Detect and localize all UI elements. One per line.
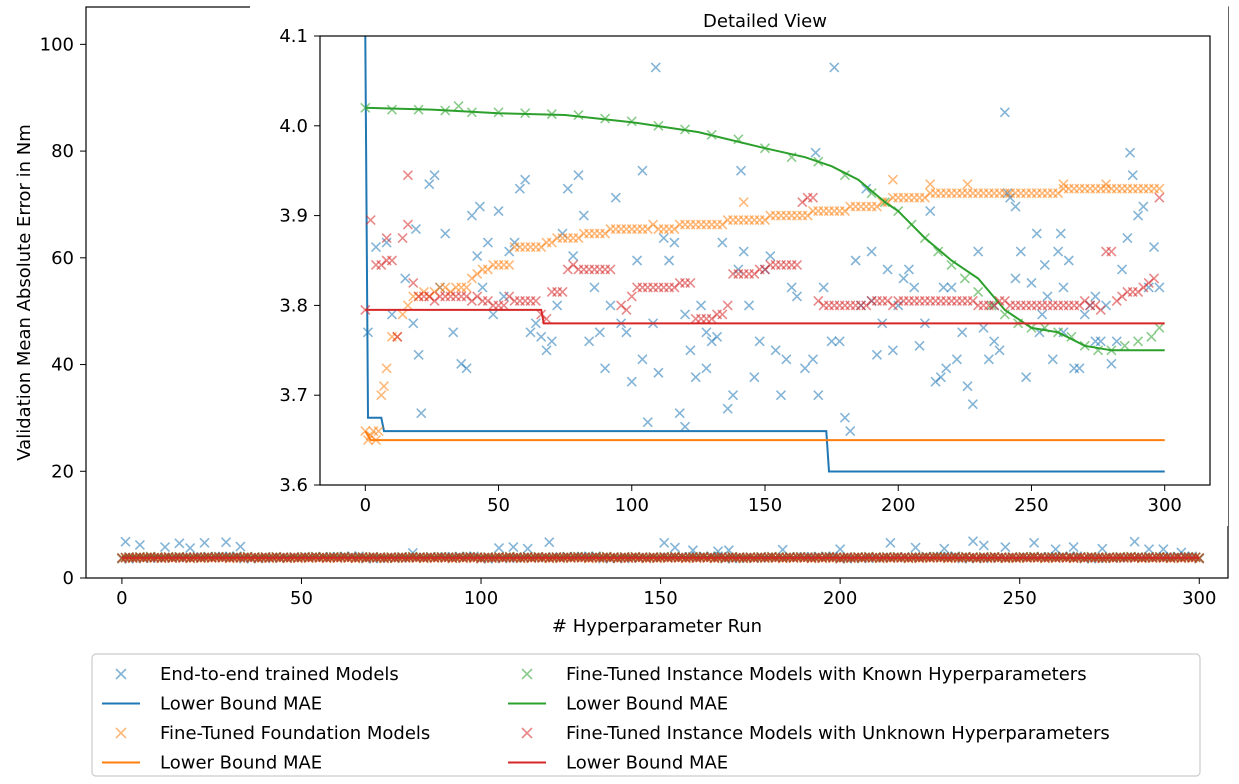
x-tick-label: 250 <box>1014 495 1048 516</box>
legend-label: Lower Bound MAE <box>160 694 322 715</box>
x-tick-label: 300 <box>1148 495 1182 516</box>
y-tick-label: 4.0 <box>279 116 308 137</box>
legend-label: Fine-Tuned Foundation Models <box>160 723 430 744</box>
y-tick-label: 20 <box>51 461 74 482</box>
legend-label: Lower Bound MAE <box>160 753 322 774</box>
y-axis-label: Validation Mean Absolute Error in Nm <box>14 124 35 461</box>
x-tick-label: 250 <box>1003 588 1037 609</box>
x-tick-label: 0 <box>116 588 127 609</box>
plot-background <box>320 36 1210 485</box>
legend: End-to-end trained Models Lower Bound MAE… <box>92 654 1200 776</box>
y-tick-label: 3.8 <box>279 295 308 316</box>
x-axis-label: # Hyperparameter Run <box>552 616 762 637</box>
legend-label: Fine-Tuned Instance Models with Unknown … <box>566 723 1110 744</box>
x-tick-label: 300 <box>1182 588 1216 609</box>
x-tick-label: 50 <box>290 588 313 609</box>
x-tick-label: 0 <box>360 495 371 516</box>
x-tick-label: 150 <box>748 495 782 516</box>
inset-title: Detailed View <box>703 11 827 32</box>
y-tick-label: 80 <box>51 141 74 162</box>
y-tick-label: 40 <box>51 355 74 376</box>
y-tick-label: 60 <box>51 248 74 269</box>
legend-label: Lower Bound MAE <box>566 694 728 715</box>
x-tick-label: 100 <box>615 495 649 516</box>
y-tick-label: 0 <box>63 568 74 589</box>
x-tick-label: 150 <box>643 588 677 609</box>
x-tick-label: 200 <box>823 588 857 609</box>
x-tick-label: 100 <box>464 588 498 609</box>
y-tick-label: 3.9 <box>279 206 308 227</box>
legend-label: Fine-Tuned Instance Models with Known Hy… <box>566 664 1087 685</box>
y-tick-label: 100 <box>40 34 74 55</box>
inset-plot: 0 50 100 150 200 250 300 3.6 3.7 3.8 3.9 4.0 4.1 Deta… <box>250 6 1228 526</box>
y-tick-label: 3.7 <box>279 385 308 406</box>
x-tick-label: 50 <box>487 495 510 516</box>
y-tick-label: 3.6 <box>279 475 308 496</box>
x-tick-label: 200 <box>881 495 915 516</box>
legend-label: Lower Bound MAE <box>566 753 728 774</box>
legend-label: End-to-end trained Models <box>160 664 399 685</box>
y-tick-label: 4.1 <box>279 26 308 47</box>
